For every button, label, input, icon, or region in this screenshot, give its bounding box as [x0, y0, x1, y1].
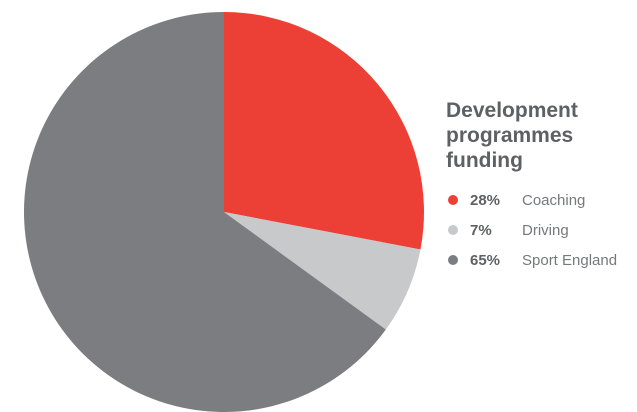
legend-label-sport-england: Sport England	[522, 251, 618, 269]
pie-chart	[23, 12, 425, 412]
legend-label-driving: Driving	[522, 221, 569, 239]
legend-value-coaching: 28%	[470, 191, 501, 209]
pie-slice-sport-england	[23, 12, 386, 412]
legend-dot-sport-england	[448, 255, 458, 265]
legend-label-coaching: Coaching	[522, 191, 586, 209]
legend-item-driving: 7% Driving	[446, 215, 636, 245]
legend-dot-coaching	[448, 195, 458, 205]
chart-title-line-3: funding	[446, 149, 523, 172]
legend-value-driving: 7%	[470, 221, 492, 239]
chart-title: Development programmes funding	[446, 98, 636, 173]
chart-title-line-1: Development	[446, 99, 578, 122]
pie-slice-driving	[224, 212, 421, 330]
legend: Development programmes funding 28% Coach…	[446, 98, 636, 275]
legend-dot-driving	[448, 225, 458, 235]
legend-item-sport-england: 65% Sport England	[446, 245, 636, 275]
legend-value-sport-england: 65%	[470, 251, 501, 269]
legend-item-coaching: 28% Coaching	[446, 185, 636, 215]
chart-title-line-2: programmes	[446, 124, 574, 147]
pie-slice-coaching	[224, 12, 425, 250]
